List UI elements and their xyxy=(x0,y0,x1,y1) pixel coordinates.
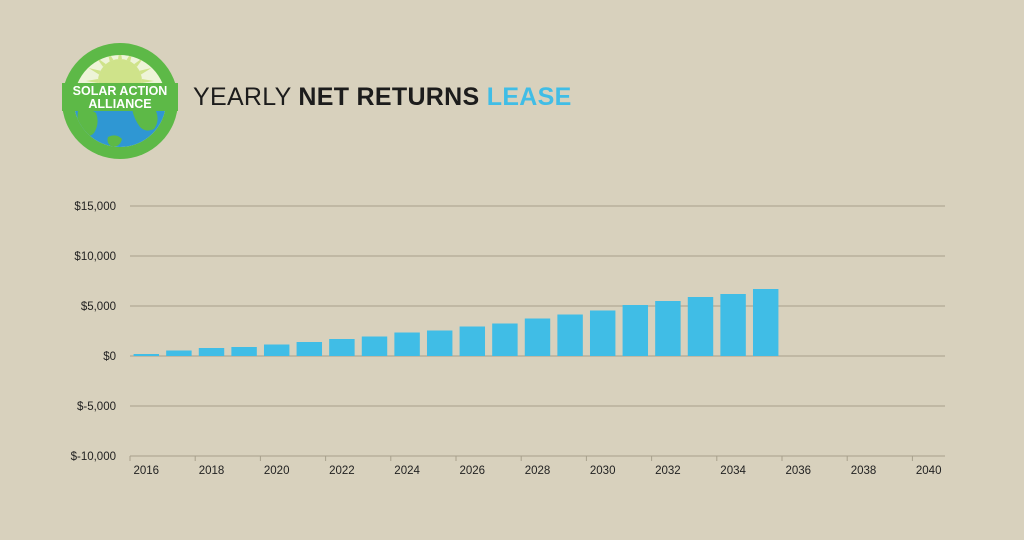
sun-ray xyxy=(86,79,99,83)
logo-text-line1: SOLAR ACTION xyxy=(73,84,168,98)
x-tick-label: 2020 xyxy=(264,465,290,477)
logo-banner xyxy=(62,83,178,111)
y-tick-label: $-5,000 xyxy=(77,401,116,413)
solar-action-alliance-logo: SOLAR ACTION ALLIANCE xyxy=(62,43,178,159)
y-tick-label: $15,000 xyxy=(74,201,116,213)
sun-ray xyxy=(88,67,101,75)
bar-2022 xyxy=(329,339,355,356)
bar-2023 xyxy=(361,336,388,356)
x-tick-label: 2018 xyxy=(199,465,225,477)
x-tick-label: 2024 xyxy=(394,465,420,477)
x-tick-label: 2032 xyxy=(655,465,681,477)
x-tick-label: 2038 xyxy=(851,465,877,477)
title-word-lease: LEASE xyxy=(486,83,572,111)
bar-2034 xyxy=(720,294,746,356)
x-tick-label: 2028 xyxy=(525,465,551,477)
y-axis-tick-labels: $15,000 $10,000 $5,000 $0 $-5,000 $-10,000 xyxy=(71,201,116,463)
logo-text-line2: ALLIANCE xyxy=(88,97,151,111)
chart-bars xyxy=(133,289,779,356)
x-tick-label: 2026 xyxy=(460,465,486,477)
bar-2033 xyxy=(687,297,714,356)
bar-2025 xyxy=(426,330,453,356)
x-tick-label: 2030 xyxy=(590,465,616,477)
bar-2016 xyxy=(133,354,160,356)
y-tick-label: $10,000 xyxy=(74,251,116,263)
y-tick-label: $5,000 xyxy=(81,301,116,313)
bar-2017 xyxy=(166,350,192,356)
sun-ray xyxy=(139,67,152,75)
sun-ray xyxy=(118,55,122,60)
bar-2031 xyxy=(622,305,649,356)
bar-2028 xyxy=(524,318,551,356)
y-tick-label: $-10,000 xyxy=(71,451,116,463)
x-tick-label: 2034 xyxy=(720,465,746,477)
bar-2032 xyxy=(655,301,681,356)
bar-2019 xyxy=(231,347,257,356)
title-word-yearly: YEARLY xyxy=(193,83,292,111)
x-tick-label: 2036 xyxy=(786,465,812,477)
sun-ray xyxy=(141,79,154,83)
bar-2018 xyxy=(198,348,225,356)
bar-2027 xyxy=(492,323,518,356)
bar-2020 xyxy=(263,344,290,356)
y-tick-label: $0 xyxy=(103,351,116,363)
page-title: YEARLY NET RETURNS LEASE xyxy=(193,83,572,112)
bar-2030 xyxy=(589,310,616,356)
x-tick-label: 2016 xyxy=(134,465,160,477)
x-tick-label: 2022 xyxy=(329,465,355,477)
x-tick-label: 2040 xyxy=(916,465,942,477)
title-word-net-returns: NET RETURNS xyxy=(298,83,480,111)
bar-2029 xyxy=(557,314,583,356)
bar-2024 xyxy=(394,332,420,356)
bar-2021 xyxy=(296,342,323,356)
x-axis-tick-labels: 2016 2018 2020 2022 2024 2026 2028 2030 2032 2034… xyxy=(134,465,942,477)
bar-2026 xyxy=(459,326,486,356)
bar-2035 xyxy=(752,289,779,356)
